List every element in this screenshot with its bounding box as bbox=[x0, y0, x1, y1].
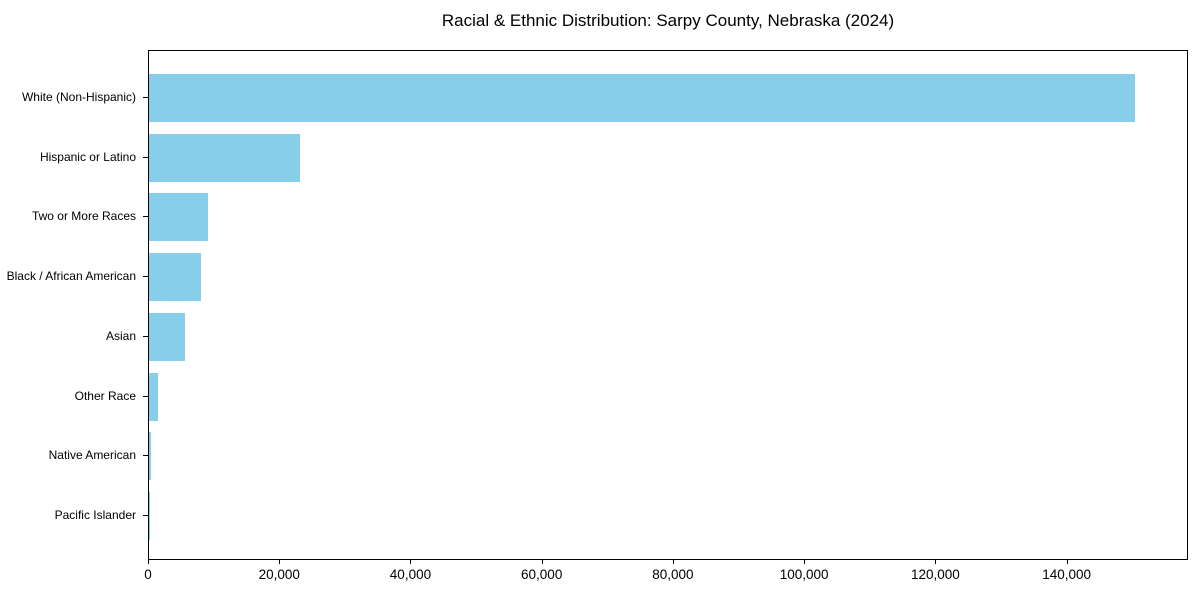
x-tick-label-0: 0 bbox=[144, 567, 152, 582]
y-tick-label-pacific-islander: Pacific Islander bbox=[54, 507, 136, 522]
y-tick-mark bbox=[143, 276, 148, 278]
y-tick-mark bbox=[143, 97, 148, 98]
x-tick-mark bbox=[672, 560, 674, 564]
y-tick-mark bbox=[143, 156, 148, 158]
bar-pacific-islander bbox=[149, 491, 150, 540]
y-tick-label-asian: Asian bbox=[105, 328, 136, 343]
y-tick-label-hispanic-or-latino: Hispanic or Latino bbox=[39, 149, 136, 164]
x-tick-label-20000: 20,000 bbox=[258, 567, 300, 582]
x-tick-label-140000: 140,000 bbox=[1042, 567, 1092, 582]
bar-white-non-hispanic bbox=[149, 74, 1135, 122]
y-tick-label-black-african-american: Black / African American bbox=[6, 269, 136, 284]
bar-black-african-american bbox=[149, 253, 201, 302]
x-tick-mark bbox=[410, 560, 412, 564]
bar-hispanic-or-latino bbox=[149, 133, 300, 182]
bar-native-american bbox=[149, 432, 151, 481]
x-tick-label-40000: 40,000 bbox=[389, 567, 432, 582]
x-tick-label-100000: 100,000 bbox=[779, 567, 829, 582]
x-tick-mark bbox=[1066, 560, 1068, 564]
y-tick-label-other-race: Other Race bbox=[74, 388, 136, 403]
y-tick-mark bbox=[143, 335, 148, 337]
x-tick-mark bbox=[804, 560, 806, 564]
x-tick-mark bbox=[148, 560, 149, 564]
x-tick-label-60000: 60,000 bbox=[521, 567, 563, 582]
bar-other-race bbox=[149, 372, 158, 421]
x-tick-mark bbox=[279, 560, 281, 564]
y-tick-label-white-non-hispanic: White (Non-Hispanic) bbox=[21, 90, 136, 104]
y-tick-mark bbox=[143, 514, 148, 516]
x-tick-mark bbox=[541, 560, 543, 564]
x-tick-mark bbox=[935, 560, 937, 564]
plot-area bbox=[148, 50, 1188, 560]
y-tick-label-two-or-more-races: Two or More Races bbox=[31, 209, 136, 224]
y-tick-mark bbox=[143, 395, 148, 397]
bar-asian bbox=[149, 312, 186, 361]
x-tick-label-120000: 120,000 bbox=[910, 567, 960, 582]
x-tick-label-80000: 80,000 bbox=[652, 567, 694, 582]
chart-title: Racial & Ethnic Distribution: Sarpy Coun… bbox=[441, 11, 895, 30]
y-tick-mark bbox=[143, 455, 148, 457]
y-tick-label-native-american: Native American bbox=[48, 448, 136, 463]
y-tick-mark bbox=[143, 216, 148, 218]
bar-two-or-more-races bbox=[149, 193, 208, 242]
